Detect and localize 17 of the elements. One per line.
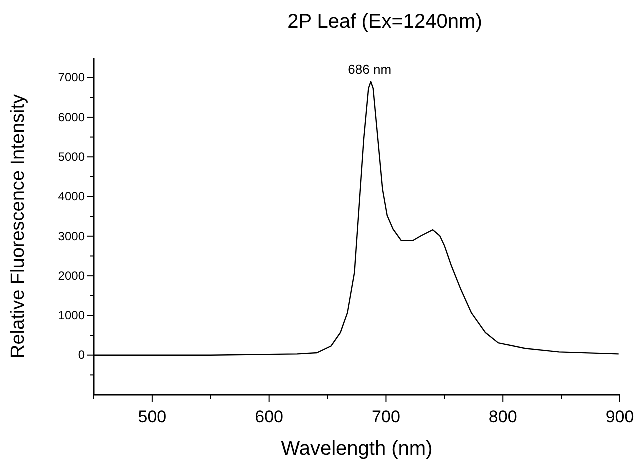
y-tick-label: 1000 (58, 308, 86, 323)
x-tick-label: 900 (606, 408, 634, 427)
y-tick-label: 0 (78, 348, 86, 362)
x-tick-label: 700 (372, 408, 400, 427)
x-tick-label: 600 (255, 408, 284, 427)
annotation: 686 nm (348, 62, 392, 77)
y-tick-label: 4000 (58, 190, 86, 204)
x-tick-label: 800 (488, 408, 518, 427)
y-tick-label: 6000 (58, 110, 86, 124)
y-tick-label: 2000 (58, 268, 86, 283)
y-tick-label: 5000 (58, 150, 86, 164)
x-tick-label: 500 (138, 408, 167, 427)
chart-title: 2P Leaf (Ex=1240nm) (288, 11, 482, 33)
y-tick-label: 3000 (58, 229, 86, 244)
x-axis-title: Wavelength (nm) (281, 438, 433, 460)
y-axis-title: Relative Fluorescence Intensity (8, 94, 29, 359)
y-tick-label: 7000 (58, 70, 86, 85)
